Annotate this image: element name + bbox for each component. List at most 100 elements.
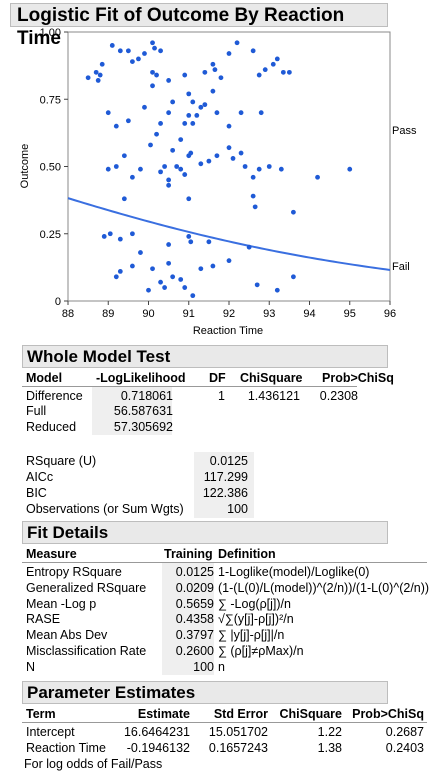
data-point <box>117 269 123 274</box>
fail-label: Fail <box>392 261 410 273</box>
col-loglik: -LogLikelihood <box>96 371 186 385</box>
x-tick-label: 92 <box>223 308 235 320</box>
data-point <box>101 234 107 239</box>
data-point <box>252 204 258 210</box>
data-point <box>178 277 184 282</box>
fit-details-header[interactable]: Fit Details <box>22 521 388 544</box>
data-point <box>166 242 172 247</box>
data-point <box>214 153 220 159</box>
data-point <box>162 164 168 169</box>
data-point <box>190 121 196 126</box>
data-point <box>136 56 141 62</box>
data-point <box>142 104 147 110</box>
col-chisq: ChiSquare <box>240 371 303 385</box>
col-estimate: Estimate <box>137 707 190 721</box>
table-cell: 16.6464231 <box>123 725 190 739</box>
table-cell: 0.5659 <box>175 596 214 611</box>
table-cell: 0.3797 <box>175 628 214 643</box>
data-point <box>154 131 159 137</box>
data-point <box>178 166 184 172</box>
data-point <box>250 48 256 54</box>
plot-frame <box>67 31 391 302</box>
table-row-label: Reaction Time <box>26 741 106 755</box>
data-point <box>146 287 151 293</box>
table-cell: 0.0209 <box>175 580 214 595</box>
table-cell: ∑ (ρ[j]≠ρMax)/n <box>218 644 304 658</box>
table-row-label: Intercept <box>26 725 75 739</box>
table-divider <box>22 386 357 387</box>
x-tick-label: 88 <box>62 308 74 320</box>
table-divider <box>22 722 427 723</box>
col-stderr: Std Error <box>213 707 268 721</box>
x-tick-label: 93 <box>263 308 275 320</box>
fit-details-table: Measure Training Definition Entropy RSqu… <box>22 545 432 680</box>
fit-stats-table: RSquare (U) 0.0125 AICc 117.299 BIC 122.… <box>22 452 262 522</box>
col-term: Term <box>26 707 56 721</box>
data-point <box>142 51 147 56</box>
data-point <box>170 99 176 105</box>
table-row-label: Reduced <box>26 420 77 434</box>
data-point <box>182 121 188 126</box>
data-point <box>230 156 236 161</box>
table-cell: 0.1657243 <box>208 741 268 755</box>
data-point <box>182 285 188 290</box>
footnote: For log odds of Fail/Pass <box>24 757 163 771</box>
y-tick-label: 0.25 <box>40 229 61 241</box>
data-point <box>242 164 248 169</box>
table-cell: √∑(y[j]-ρ[j])²/n <box>218 612 294 627</box>
stat-value: 100 <box>227 502 248 516</box>
table-row-label: Entropy RSquare <box>26 565 122 579</box>
table-row-label: Generalized RSquare <box>26 580 147 595</box>
data-point <box>166 78 172 83</box>
col-definition: Definition <box>218 547 276 561</box>
data-point <box>93 69 99 75</box>
data-point <box>202 102 208 108</box>
data-point <box>238 110 244 116</box>
data-point <box>178 137 184 142</box>
data-point <box>150 266 155 272</box>
table-cell: 1-Loglike(model)/Loglike(0) <box>218 565 370 579</box>
x-tick-label: 95 <box>344 308 356 320</box>
table-cell: n <box>218 659 225 674</box>
y-tick-label: 0.50 <box>40 162 61 174</box>
data-point <box>202 69 208 75</box>
data-point <box>278 166 284 172</box>
param-estimates-table: Term Estimate Std Error ChiSquare Prob>C… <box>22 705 432 755</box>
stat-shading <box>92 387 172 435</box>
data-point <box>121 196 127 202</box>
data-point <box>152 45 157 51</box>
data-point <box>210 61 216 67</box>
table-cell: ∑ |y[j]-ρ[j]|/n <box>218 628 285 643</box>
data-point <box>262 67 268 73</box>
col-chisq: ChiSquare <box>279 707 342 721</box>
table-row-label: N <box>26 659 36 674</box>
data-point <box>85 75 91 81</box>
data-point <box>158 121 163 126</box>
table-cell: ∑ -Log(ρ[j])/n <box>218 596 291 611</box>
data-point <box>280 69 286 75</box>
y-tick-label: 0 <box>55 296 61 308</box>
data-point <box>234 40 240 46</box>
plot-title: Logistic Fit of Outcome By Reaction Time <box>10 3 388 49</box>
table-cell: 1.38 <box>317 741 342 755</box>
table-cell: 0.2308 <box>319 389 358 403</box>
pass-label: Pass <box>392 125 417 137</box>
data-point <box>315 174 320 180</box>
whole-model-header[interactable]: Whole Model Test <box>22 345 388 368</box>
data-point <box>166 177 172 183</box>
col-df: DF <box>209 371 226 385</box>
data-point <box>226 51 232 56</box>
stat-value: 117.299 <box>203 470 248 484</box>
data-point <box>186 91 192 97</box>
param-estimates-header[interactable]: Parameter Estimates <box>22 681 388 704</box>
table-cell: 56.587631 <box>113 404 173 418</box>
data-point <box>212 67 218 73</box>
data-point <box>130 174 135 180</box>
data-point <box>125 48 131 54</box>
table-row-label: Mean -Log p <box>26 596 97 611</box>
table-cell: 1.22 <box>317 725 342 739</box>
data-point <box>109 43 115 48</box>
y-axis-label: Outcome <box>19 144 31 189</box>
data-point <box>113 164 119 169</box>
data-point <box>218 75 224 81</box>
